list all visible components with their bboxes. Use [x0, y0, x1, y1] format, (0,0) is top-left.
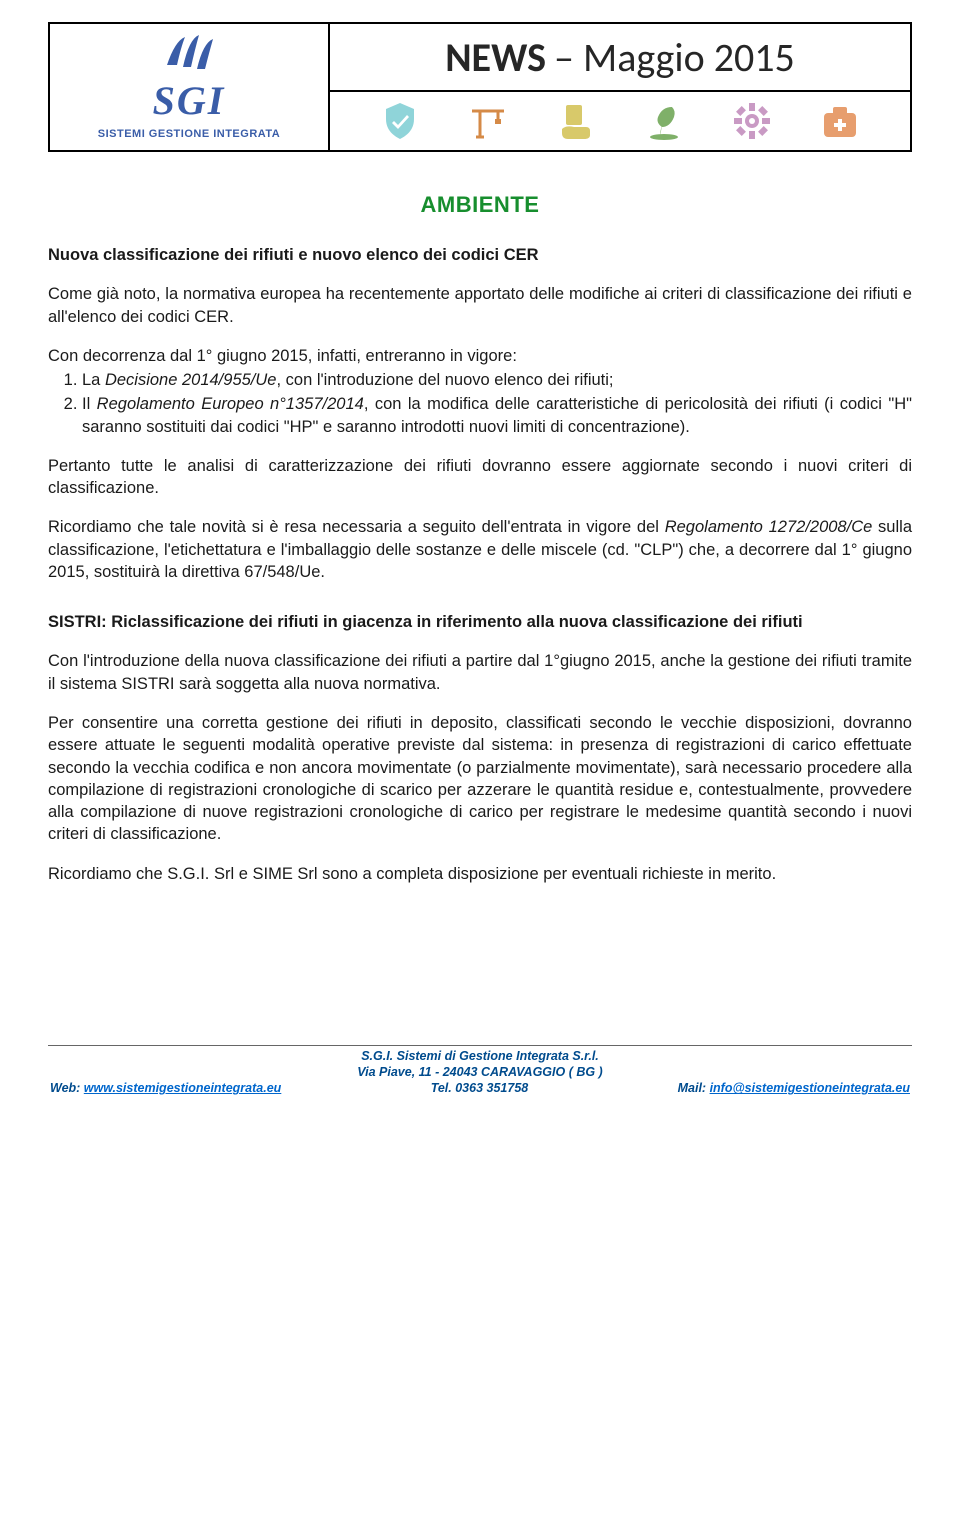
hand-file-icon: [556, 101, 596, 141]
paragraph: Come già noto, la normativa europea ha r…: [48, 283, 912, 328]
heading-1: Nuova classificazione dei rifiuti e nuov…: [48, 244, 912, 266]
gear-icon: [732, 101, 772, 141]
footer-address: Via Piave, 11 - 24043 CARAVAGGIO ( BG ): [48, 1064, 912, 1080]
footer-mail-link[interactable]: info@sistemigestioneintegrata.eu: [710, 1081, 910, 1095]
sgi-logo-icon: [161, 35, 217, 73]
footer-tel: Tel. 0363 351758: [431, 1080, 529, 1096]
medkit-icon: [820, 101, 860, 141]
leaf-icon: [644, 101, 684, 141]
footer-web: Web: www.sistemigestioneintegrata.eu: [50, 1080, 281, 1096]
paragraph: Ricordiamo che S.G.I. Srl e SIME Srl son…: [48, 863, 912, 885]
section-title: AMBIENTE: [48, 192, 912, 218]
paragraph: Con l'introduzione della nuova classific…: [48, 650, 912, 695]
brand-abbr: SGI: [153, 77, 226, 124]
crane-icon: [468, 101, 508, 141]
footer-company: S.G.I. Sistemi di Gestione Integrata S.r…: [48, 1048, 912, 1064]
page-footer: S.G.I. Sistemi di Gestione Integrata S.r…: [48, 1046, 912, 1097]
brand-full: SISTEMI GESTIONE INTEGRATA: [98, 128, 281, 140]
list-item: La Decisione 2014/955/Ue, con l'introduz…: [82, 369, 912, 391]
paragraph: Ricordiamo che tale novità si è resa nec…: [48, 516, 912, 583]
brand-block: SGI SISTEMI GESTIONE INTEGRATA: [50, 24, 330, 150]
shield-icon: [380, 101, 420, 141]
header-banner: SGI SISTEMI GESTIONE INTEGRATA NEWS – Ma…: [48, 22, 912, 152]
news-label: NEWS: [445, 33, 546, 82]
banner-icon-row: [330, 92, 910, 150]
paragraph: Per consentire una corretta gestione dei…: [48, 712, 912, 846]
banner-title: NEWS – Maggio 2015: [330, 24, 910, 92]
list-item: Il Regolamento Europeo n°1357/2014, con …: [82, 393, 912, 438]
document-body: Nuova classificazione dei rifiuti e nuov…: [48, 244, 912, 885]
ordered-list: La Decisione 2014/955/Ue, con l'introduz…: [48, 369, 912, 438]
news-date: – Maggio 2015: [554, 33, 795, 82]
footer-mail: Mail: info@sistemigestioneintegrata.eu: [678, 1080, 910, 1096]
paragraph: Pertanto tutte le analisi di caratterizz…: [48, 455, 912, 500]
heading-2: SISTRI: Riclassificazione dei rifiuti in…: [48, 611, 912, 633]
paragraph: Con decorrenza dal 1° giugno 2015, infat…: [48, 345, 912, 367]
footer-web-link[interactable]: www.sistemigestioneintegrata.eu: [84, 1081, 282, 1095]
